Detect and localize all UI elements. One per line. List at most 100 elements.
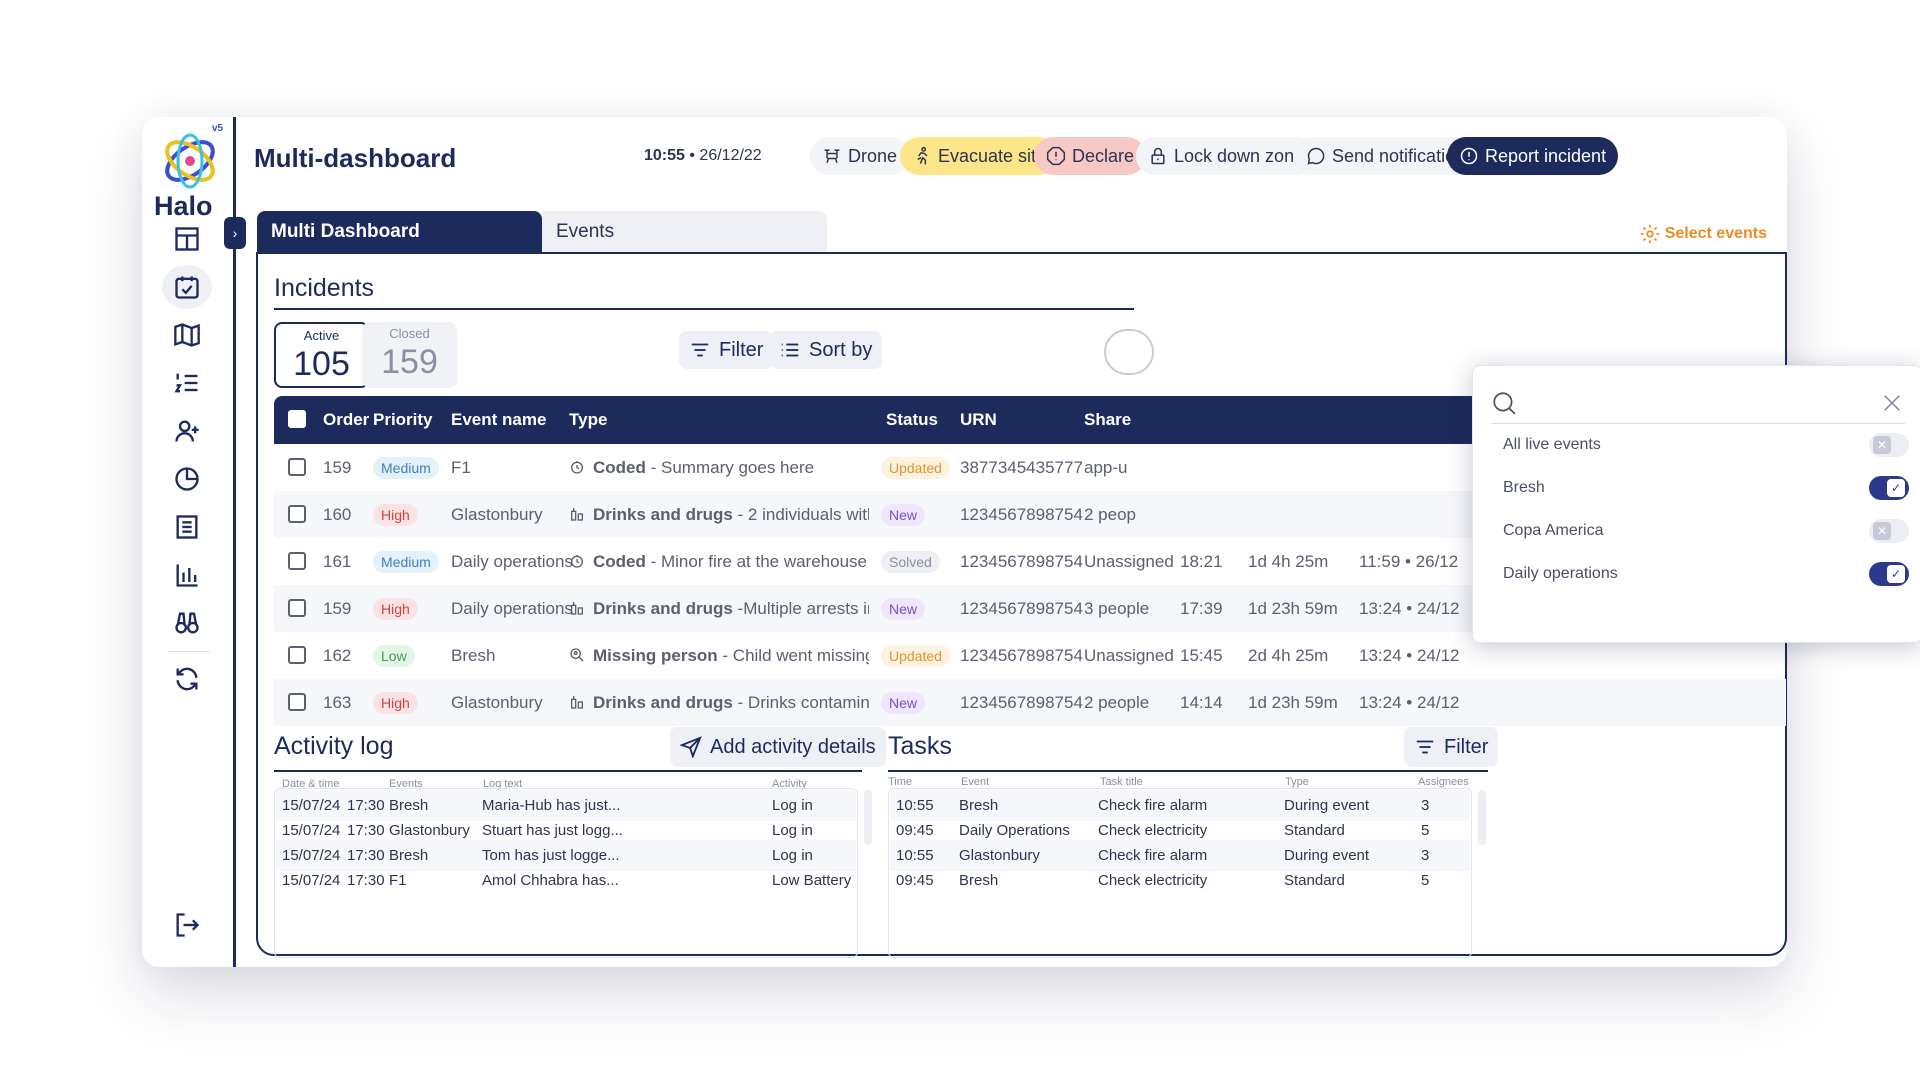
activity-time: 17:30: [347, 872, 385, 889]
status-badge-label: New: [881, 691, 926, 714]
table-row[interactable]: 159 Medium F1 Coded - Summary goes here …: [274, 444, 1786, 491]
sidebar-expand-button[interactable]: ›: [224, 217, 246, 249]
nav-layout[interactable]: [162, 217, 212, 261]
col-share[interactable]: Share: [1084, 410, 1132, 429]
list-item[interactable]: 10:55 Bresh Check fire alarm During even…: [890, 790, 1470, 821]
row-updated: 11:59 • 26/12: [1359, 551, 1459, 571]
status-badge-label: Updated: [881, 644, 950, 667]
row-type: Missing person - Child went missing from: [569, 646, 869, 666]
col-urn[interactable]: URN: [960, 410, 997, 429]
event-option: All live events: [1503, 436, 1601, 453]
filter-icon: [691, 343, 709, 357]
drinks-and-drugs-icon: [569, 506, 585, 522]
task-type: Standard: [1284, 872, 1345, 889]
nav-analytics[interactable]: [162, 457, 212, 501]
close-icon[interactable]: [1881, 392, 1903, 414]
list-item[interactable]: 09:45 Bresh Check electricity Standard 5: [890, 865, 1470, 896]
row-updated: 13:24 • 24/12: [1359, 645, 1460, 665]
col-type[interactable]: Type: [569, 410, 608, 429]
col-order[interactable]: Order: [323, 410, 370, 429]
list-item[interactable]: 09:45 Daily Operations Check electricity…: [890, 815, 1470, 846]
task-assignees: 5: [1421, 822, 1430, 839]
col-status[interactable]: Status: [886, 410, 938, 429]
row-type-summary: -Multiple arrests in...: [737, 598, 869, 618]
row-checkbox[interactable]: [288, 693, 306, 711]
send-notification-label: Send notification: [1332, 145, 1466, 166]
list-item[interactable]: 15/07/24 17:30 F1 Amol Chhabra has... Lo…: [276, 865, 856, 896]
active-count-box[interactable]: Active 105: [274, 322, 369, 388]
activity-time: 17:30: [347, 797, 385, 814]
row-order: 160: [323, 504, 352, 524]
list-item[interactable]: 10:55 Glastonbury Check fire alarm Durin…: [890, 840, 1470, 871]
evacuate-site-button[interactable]: Evacuate site: [900, 137, 1059, 175]
closed-count-box[interactable]: Closed 159: [362, 322, 457, 388]
top-bar: Multi-dashboard 10:55 • 26/12/22 Drone E…: [254, 137, 1787, 183]
row-urn: 1234567898754: [960, 692, 1083, 712]
event-toggle[interactable]: ✕: [1869, 433, 1909, 457]
sort-by-button[interactable]: Sort by: [769, 331, 883, 369]
tab-events[interactable]: Events: [542, 211, 827, 253]
row-checkbox[interactable]: [288, 505, 306, 523]
status-badge: Solved: [881, 550, 940, 573]
nav-users[interactable]: [162, 409, 212, 453]
nav-list[interactable]: [162, 361, 212, 405]
row-checkbox[interactable]: [288, 458, 306, 476]
tasks-filter-button[interactable]: Filter: [1404, 727, 1499, 767]
task-type: During event: [1284, 847, 1370, 864]
declare-button[interactable]: Declare: [1034, 137, 1147, 175]
row-checkbox[interactable]: [288, 599, 306, 617]
row-type: Drinks and drugs - 2 individuals with re…: [569, 505, 869, 525]
tab-multi-dashboard[interactable]: Multi Dashboard: [257, 211, 542, 253]
activity-scrollbar[interactable]: [864, 790, 872, 845]
status-badge: Updated: [881, 456, 950, 479]
tasks-scrollbar[interactable]: [1478, 790, 1486, 845]
table-row[interactable]: 163 High Glastonbury Drinks and drugs - …: [274, 679, 1786, 726]
event-toggle[interactable]: ✕: [1869, 519, 1909, 543]
tasks-col-type: Type: [1285, 776, 1309, 788]
row-share: 2 peop: [1084, 504, 1136, 524]
add-activity-button[interactable]: Add activity details: [670, 727, 886, 767]
activity-event: F1: [389, 872, 407, 889]
select-events-button[interactable]: Select events: [1639, 223, 1767, 245]
list-item[interactable]: 15/07/24 17:30 Bresh Maria-Hub has just.…: [276, 790, 856, 821]
priority-badge-label: Medium: [373, 550, 439, 573]
report-incident-button[interactable]: Report incident: [1447, 137, 1619, 175]
dropdown-search-input[interactable]: [1525, 388, 1845, 418]
row-type-summary: - Summary goes here: [645, 457, 815, 477]
lock-down-zone-button[interactable]: Lock down zone: [1136, 137, 1317, 175]
col-event-name[interactable]: Event name: [451, 410, 547, 429]
report-icon: [176, 515, 198, 539]
nav-divider: [168, 651, 210, 652]
nav-search[interactable]: [162, 601, 212, 645]
list-item[interactable]: 15/07/24 17:30 Bresh Tom has just logge.…: [276, 840, 856, 871]
nav-refresh[interactable]: [162, 657, 212, 701]
row-type-summary: - Drinks contaminated: [737, 692, 869, 712]
row-type: Drinks and drugs - Drinks contaminated: [569, 693, 869, 713]
gear-icon: [1640, 224, 1659, 244]
nav-stats[interactable]: [162, 553, 212, 597]
event-toggle[interactable]: ✓: [1869, 562, 1909, 586]
table-row[interactable]: 162 Low Bresh Missing person - Child wen…: [274, 632, 1786, 679]
layout-icon: [175, 227, 199, 251]
check-icon: ✓: [1887, 565, 1905, 583]
incidents-search[interactable]: [1104, 329, 1154, 375]
activity-event: Glastonbury: [389, 822, 470, 839]
incidents-filter-button[interactable]: Filter: [679, 331, 774, 369]
list-item[interactable]: 15/07/24 17:30 Glastonbury Stuart has ju…: [276, 815, 856, 846]
nav-logout[interactable]: [162, 903, 212, 947]
declare-label: Declare: [1072, 145, 1135, 166]
nav-map[interactable]: [162, 313, 212, 357]
closed-count: 159: [381, 343, 438, 381]
table-row[interactable]: 161 Medium Daily operations Coded - Mino…: [274, 538, 1786, 585]
drone-button[interactable]: Drone: [810, 137, 910, 175]
row-checkbox[interactable]: [288, 646, 306, 664]
col-priority[interactable]: Priority: [373, 410, 433, 429]
nav-reports[interactable]: [162, 505, 212, 549]
activity-event: Bresh: [389, 797, 429, 814]
row-checkbox[interactable]: [288, 552, 306, 570]
send-notification-button[interactable]: Send notification: [1294, 137, 1478, 175]
event-toggle[interactable]: ✓: [1869, 476, 1909, 500]
row-type: Coded - Summary goes here: [569, 458, 869, 478]
select-all-checkbox[interactable]: [288, 410, 306, 428]
nav-events[interactable]: [162, 265, 212, 309]
